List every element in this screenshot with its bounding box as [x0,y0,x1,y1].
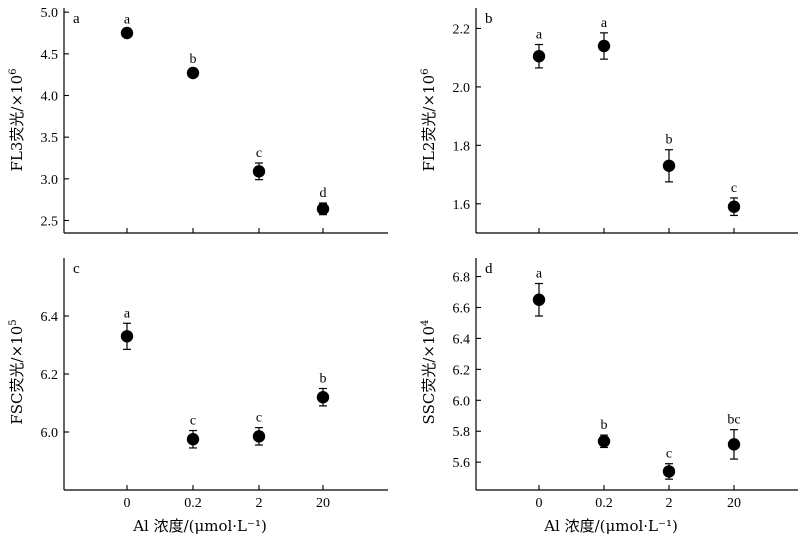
data-point [727,438,741,451]
data-point [186,66,200,80]
x-tick-label: 0 [536,496,543,511]
y-tick-label: 1.6 [453,198,471,213]
y-tick-label: 6.6 [453,301,471,316]
x-tick-label: 20 [727,496,741,511]
y-tick-label: 6.4 [453,332,471,347]
x-tick-label: 0 [124,496,131,511]
y-axis-label: FL2荧光/×106 [420,69,438,172]
y-tick-label: 6.0 [41,426,59,441]
data-point [532,50,546,63]
data-point [120,26,134,40]
significance-letter: a [536,28,543,43]
y-tick-label: 2.0 [453,81,471,96]
y-tick-label: 4.5 [41,48,59,63]
y-axis-label-base: FL3荧光/×10 [8,75,26,172]
y-tick-label: 4.0 [41,90,59,105]
y-tick-label: 6.4 [41,310,59,325]
panel-label: b [485,11,493,27]
panel-c: 6.0 6.2 6.4 0 0.2 2 20 c FSC荧光/×105 a c c b Al 浓度/(μm… [8,258,388,535]
panel-d: 5.6 5.8 6.0 6.2 6.4 6.6 6.8 0 0.2 2 20 d SSC荧光/×104 a… [420,258,798,535]
significance-letter: bc [727,413,740,428]
y-tick-label: 2.5 [41,215,59,230]
data-point [727,200,741,213]
significance-letter: a [601,16,608,31]
panel-b: 1.6 1.8 2.0 2.2 b FL2荧光/×106 a a b c [420,8,798,234]
y-tick-label: 3.5 [41,131,59,146]
y-axis-label-base: FSC荧光/×10 [8,326,26,425]
data-point [252,430,266,443]
y-tick-label: 6.0 [453,394,471,409]
x-tick-label: 0.2 [184,496,202,511]
data-point [316,202,330,216]
significance-letter: b [601,418,608,433]
significance-letter: a [124,13,131,28]
significance-letter: b [190,52,197,67]
y-tick-label: 2.2 [453,22,471,37]
y-tick-label: 5.0 [41,6,59,21]
panel-label: d [485,261,493,277]
panel-label: a [73,11,80,27]
data-point [662,465,676,478]
panel-label: c [73,261,80,277]
significance-letter: a [124,306,131,321]
y-tick-label: 1.8 [453,139,471,154]
data-point [532,293,546,306]
y-axis-label-exponent: 5 [8,319,19,325]
y-axis-label: FL3荧光/×106 [8,69,26,172]
y-axis-label-base: SSC荧光/×10 [420,326,438,424]
y-tick-label: 6.2 [41,368,59,383]
x-axis-label: Al 浓度/(μmol·L⁻¹) [543,517,678,535]
significance-letter: c [256,411,262,426]
data-point [662,159,676,172]
data-point [186,433,200,446]
y-tick-label: 3.0 [41,173,59,188]
y-tick-label: 6.8 [453,271,471,286]
y-axis-label: SSC荧光/×104 [420,320,438,425]
x-tick-label: 2 [256,496,263,511]
x-tick-label: 20 [316,496,330,511]
y-tick-label: 5.6 [453,456,471,471]
y-axis-label-exponent: 4 [420,320,431,326]
significance-letter: b [666,133,673,148]
data-point [252,165,266,178]
y-tick-label: 5.8 [453,425,471,440]
significance-letter: b [320,372,327,387]
y-axis-label-base: FL2荧光/×10 [420,75,438,172]
y-axis-label: FSC荧光/×105 [8,319,26,424]
data-point [316,391,330,404]
data-point [597,39,611,53]
data-point [120,330,134,343]
data-point [597,435,611,448]
panel-a: 2.5 3.0 3.5 4.0 4.5 5.0 a FL3荧光/×106 a b c d [8,6,388,234]
x-tick-label: 0.2 [595,496,613,511]
y-axis-label-exponent: 6 [420,69,431,75]
significance-letter: c [256,146,262,161]
x-tick-label: 2 [666,496,673,511]
significance-letter: d [320,186,327,201]
significance-letter: c [190,414,196,429]
significance-letter: c [731,181,737,196]
significance-letter: c [666,447,672,462]
y-tick-label: 6.2 [453,363,471,378]
significance-letter: a [536,267,543,282]
y-axis-label-exponent: 6 [8,69,19,75]
x-axis-label: Al 浓度/(μmol·L⁻¹) [132,517,267,535]
